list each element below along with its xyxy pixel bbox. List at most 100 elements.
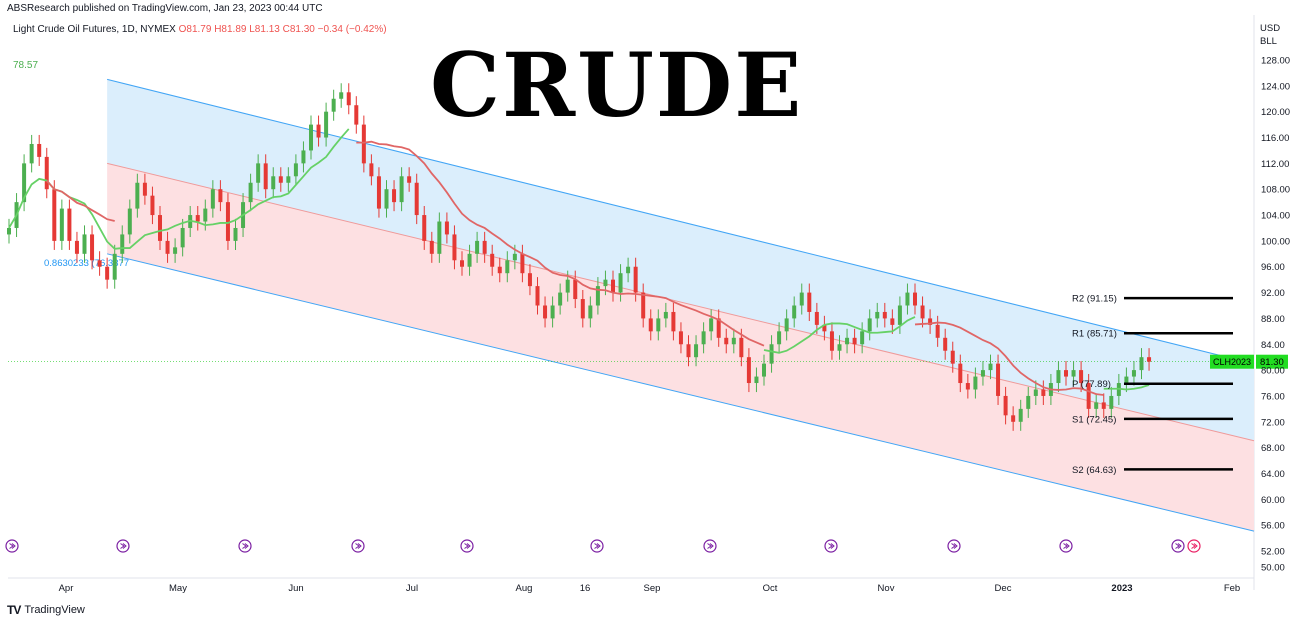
candle-body (867, 318, 872, 332)
candle-body (7, 227, 11, 235)
symbol-legend[interactable]: Light Crude Oil Futures, 1D, NYMEX O81.7… (13, 24, 387, 35)
candle-body (97, 260, 102, 267)
candle-body (1026, 395, 1031, 409)
event-icon (238, 539, 252, 553)
candle-body (278, 176, 283, 183)
candle-body (339, 92, 344, 99)
x-tick-label: Nov (878, 583, 895, 594)
candle-body (626, 266, 631, 274)
candle-body (37, 143, 42, 157)
candle-body (573, 279, 578, 300)
candle-body (324, 111, 329, 138)
indicator-value: 78.57 (13, 60, 39, 71)
candle-body (535, 286, 540, 306)
event-icon (1187, 539, 1201, 553)
candle-body (1071, 370, 1076, 377)
y-tick-label: 80.00 (1261, 366, 1285, 377)
pivot-label: R2 (91.15) (1072, 294, 1117, 305)
candle-body (150, 195, 155, 216)
candle-body (943, 337, 948, 351)
volume-unit: BLL (1260, 36, 1277, 47)
candle-body (1124, 376, 1129, 384)
y-tick-label: 104.00 (1261, 211, 1290, 222)
candle-body (595, 286, 600, 306)
candle-body (1056, 370, 1061, 384)
candle-body (920, 305, 925, 319)
event-icon (460, 539, 474, 553)
candle-body (656, 318, 661, 332)
y-tick-label: 72.00 (1261, 417, 1285, 428)
candle-body (897, 305, 902, 325)
event-icon-glyph (355, 543, 362, 549)
candle-body (437, 221, 442, 254)
candle-body (996, 363, 1001, 396)
pivot-label: S1 (72.45) (1072, 414, 1116, 425)
price-tag-value-text: 81.30 (1260, 357, 1284, 368)
candle-body (1064, 370, 1068, 377)
candle-body (1094, 402, 1099, 409)
candle-body (648, 318, 653, 332)
event-icon (947, 539, 961, 553)
candle-body (271, 176, 276, 190)
brand-name: TradingView (24, 604, 85, 616)
currency-label: USD BLL (1260, 22, 1280, 48)
candle-body (475, 240, 480, 254)
candle-body (407, 176, 412, 183)
candle-body (218, 189, 223, 203)
candle-body (686, 344, 691, 358)
candle-body (1079, 370, 1084, 384)
candle-body (505, 260, 510, 274)
y-tick-label: 116.00 (1261, 133, 1289, 144)
candle-body (331, 98, 336, 112)
candle-body (807, 292, 812, 312)
y-tick-label: 50.00 (1261, 563, 1285, 574)
candle-body (173, 247, 178, 254)
candle-body (263, 163, 268, 190)
symbol-name: Light Crude Oil Futures, 1D, NYMEX (13, 24, 176, 35)
candle-body (127, 208, 132, 235)
y-tick-label: 120.00 (1261, 107, 1290, 118)
event-icon-glyph (828, 543, 835, 549)
candle-body (973, 376, 978, 390)
y-tick-label: 88.00 (1261, 314, 1285, 325)
channel-upper-zone (107, 79, 1254, 441)
price-tag-symbol-text: CLH2023 (1213, 357, 1251, 367)
x-tick-label: Jul (406, 583, 418, 594)
candle-body (225, 202, 230, 241)
pivot-label: R1 (85.71) (1072, 329, 1117, 340)
candle-body (746, 357, 751, 384)
x-tick-label: Dec (995, 583, 1012, 594)
candle-body (497, 266, 502, 274)
event-icon-glyph (1191, 543, 1198, 549)
candle-body (965, 383, 970, 390)
candle-body (792, 305, 797, 319)
candle-body (452, 234, 457, 261)
candle-body (90, 234, 95, 261)
price-tag-value (1256, 354, 1288, 369)
candle-body (482, 240, 487, 254)
candle-body (769, 344, 774, 364)
channel-middle-line (107, 162, 1255, 442)
candle-body (663, 311, 668, 319)
candle-body (422, 215, 427, 241)
candle-body (203, 208, 208, 222)
candle-body (678, 331, 683, 345)
y-tick-label: 84.00 (1261, 340, 1285, 351)
candle-body (565, 279, 570, 293)
event-icon (1059, 539, 1073, 553)
candle-body (852, 337, 857, 345)
candle-body (543, 305, 548, 319)
event-icon-glyph (1063, 543, 1070, 549)
candle-body (22, 163, 27, 203)
candle-body (316, 124, 321, 138)
candle-body (754, 376, 759, 384)
x-tick-label: Jun (288, 583, 303, 594)
footer-brand[interactable]: TV TradingView (7, 603, 85, 617)
candle-body (44, 156, 49, 190)
event-icon-glyph (951, 543, 958, 549)
candle-body (1033, 389, 1038, 396)
candle-body (392, 189, 397, 203)
candle-body (309, 124, 313, 151)
candle-body (633, 266, 638, 293)
